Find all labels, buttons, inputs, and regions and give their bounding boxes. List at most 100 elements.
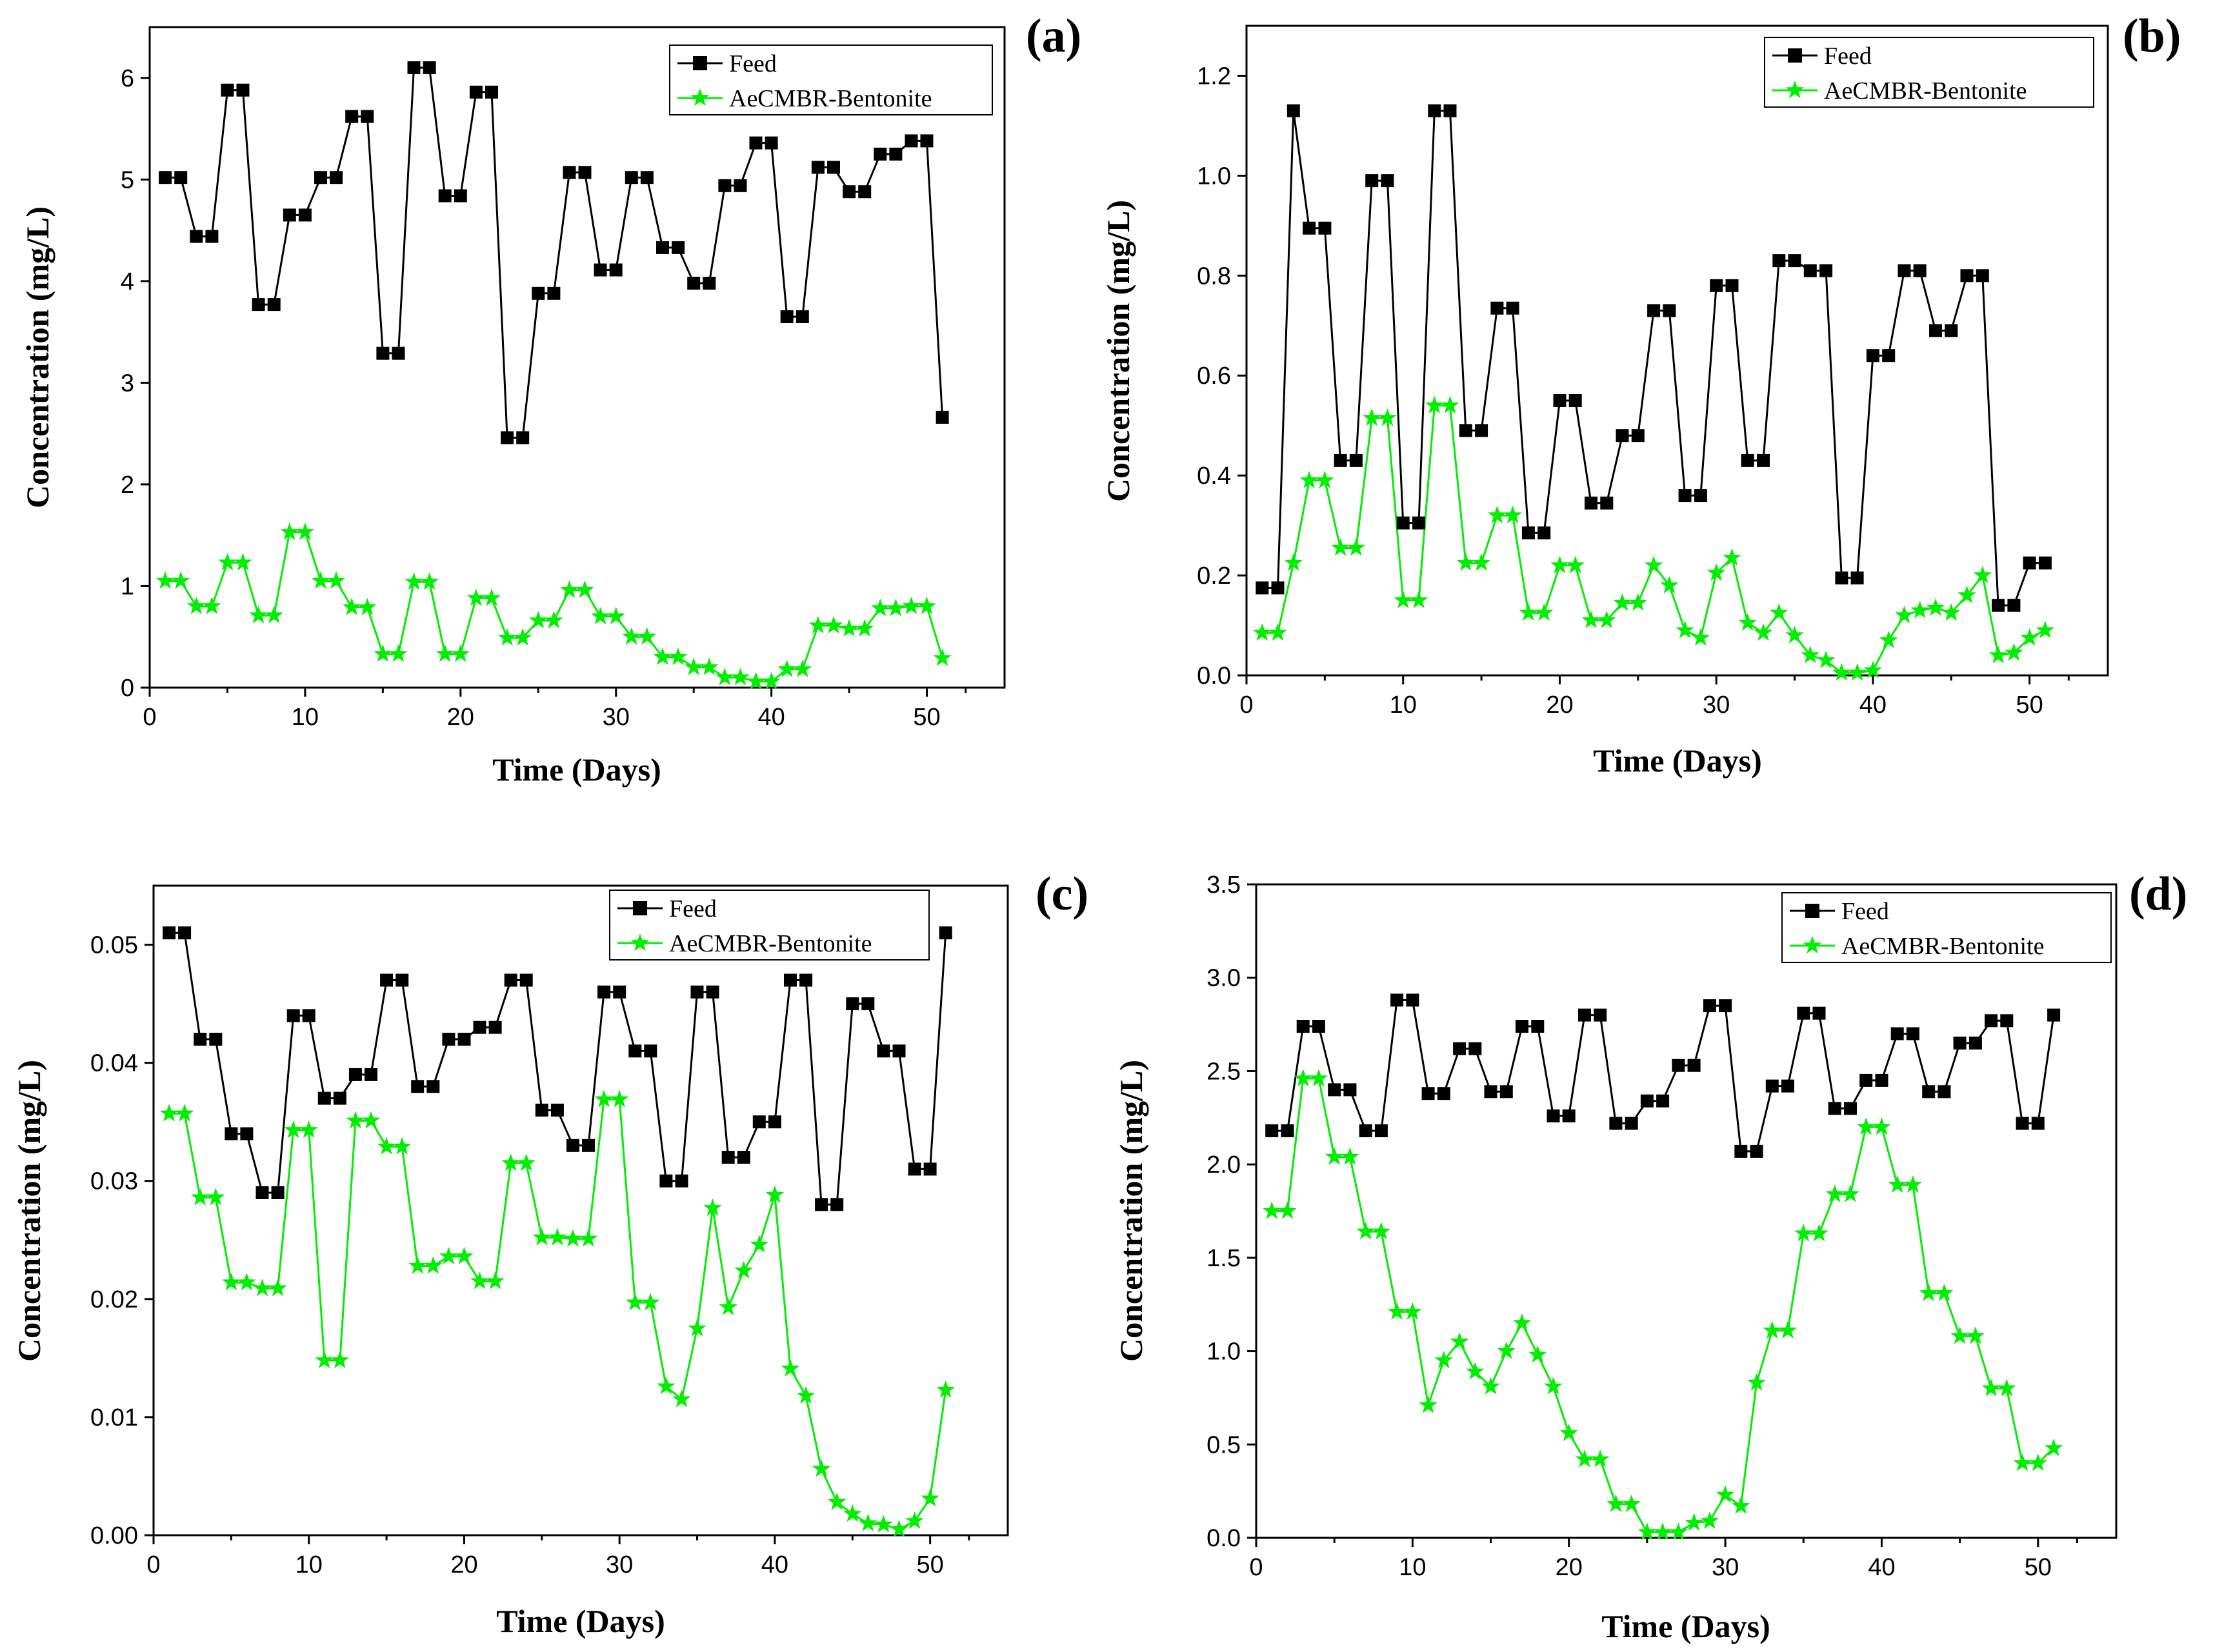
- x-tick-label: 30: [606, 1551, 633, 1578]
- x-tick-label: 20: [450, 1551, 477, 1578]
- treated-point: [203, 597, 221, 615]
- treated-point: [579, 1229, 598, 1247]
- treated-point: [1732, 1496, 1750, 1514]
- panel-d: 0 10 20 30 40 50 0.0 0.5 1.0 1.5 2.0 2.5 3.0 3.5 Feed…: [1113, 868, 2187, 1644]
- legend-feed-label: Feed: [1841, 898, 1889, 925]
- treated-point: [1309, 1069, 1328, 1087]
- feed-point: [594, 263, 607, 277]
- y-tick-label: 0.2: [1197, 562, 1231, 590]
- feed-point: [488, 1020, 502, 1034]
- feed-point: [1412, 516, 1425, 530]
- treated-point: [637, 627, 657, 645]
- y-tick-label: 3: [121, 370, 134, 397]
- y-tick-label: 0.02: [90, 1286, 138, 1313]
- feed-point: [361, 110, 374, 123]
- feed-point: [286, 1009, 300, 1022]
- feed-point: [194, 1033, 207, 1046]
- treated-point: [1738, 613, 1757, 631]
- treated-point: [1950, 1326, 1969, 1344]
- treated-point: [405, 572, 423, 590]
- feed-point: [411, 1080, 425, 1093]
- feed-point: [1453, 1042, 1467, 1055]
- treated-point: [668, 647, 688, 665]
- feed-point: [205, 230, 219, 243]
- feed-point: [939, 926, 952, 940]
- plot-frame: [152, 884, 1009, 1537]
- feed-point: [1521, 526, 1535, 540]
- treated-point: [793, 659, 812, 677]
- feed-point: [675, 1174, 688, 1188]
- treated-point: [1700, 1511, 1719, 1529]
- treated-point: [1676, 621, 1694, 639]
- treated-point: [734, 1260, 753, 1279]
- feed-point: [644, 1044, 657, 1058]
- feed-point: [473, 1020, 486, 1034]
- feed-point: [1631, 429, 1645, 443]
- treated-point: [731, 668, 750, 686]
- feed-point: [519, 973, 533, 987]
- feed-point: [1334, 453, 1347, 467]
- y-tick-label: 6: [121, 65, 134, 92]
- legend-treated-label: AeCMBR-Bentonite: [729, 85, 932, 112]
- feed-point: [1772, 254, 1786, 268]
- feed-point: [2016, 1117, 2029, 1130]
- treated-point: [420, 572, 439, 590]
- feed-point: [380, 973, 394, 987]
- feed-point: [1421, 1087, 1435, 1100]
- treated-point: [921, 1489, 939, 1507]
- feed-point: [1365, 174, 1379, 188]
- treated-point: [155, 571, 175, 589]
- treated-point: [1299, 470, 1319, 488]
- treated-point: [1832, 663, 1851, 681]
- feed-point: [923, 1162, 937, 1176]
- treated-point: [455, 1246, 474, 1264]
- x-tick-label: 10: [1390, 692, 1417, 719]
- feed-point: [1516, 1020, 1528, 1033]
- feed-point: [1719, 999, 1732, 1013]
- feed-point: [1562, 1109, 1576, 1122]
- x-tick-label: 30: [1712, 1554, 1739, 1581]
- treated-point: [1935, 1283, 1954, 1301]
- treated-point: [1785, 626, 1804, 644]
- feed-point: [550, 1103, 564, 1117]
- x-tick-label: 20: [447, 704, 474, 731]
- treated-point: [2020, 628, 2039, 646]
- feed-point: [1343, 1083, 1357, 1097]
- feed-point: [640, 171, 654, 184]
- feed-point: [1663, 304, 1676, 317]
- feed-point: [597, 985, 611, 999]
- feed-point: [799, 973, 813, 987]
- treated-point: [1763, 1320, 1782, 1339]
- x-tick-label: 0: [1249, 1554, 1263, 1581]
- treated-point: [1966, 1326, 1985, 1344]
- feed-point: [721, 1151, 735, 1164]
- treated-point: [389, 644, 408, 662]
- feed-point: [905, 134, 918, 148]
- treated-point: [482, 588, 501, 606]
- x-tick-label: 0: [146, 1551, 160, 1578]
- legend-treated-marker: [1803, 936, 1822, 954]
- feed-point: [2047, 1008, 2061, 1022]
- treated-point: [497, 628, 517, 646]
- feed-point: [221, 83, 234, 97]
- feed-point: [1890, 1027, 1904, 1040]
- feed-point: [687, 277, 701, 290]
- feed-point: [1734, 1144, 1748, 1158]
- treated-point: [222, 1273, 241, 1291]
- x-axis-title: Time (Days): [496, 1603, 665, 1639]
- treated-point: [824, 615, 843, 633]
- feed-point: [1475, 424, 1488, 437]
- treated-point: [871, 599, 890, 617]
- feed-point: [1318, 221, 1332, 235]
- treated-point: [1691, 628, 1710, 646]
- legend-box: [609, 890, 930, 960]
- x-tick-label: 20: [1546, 692, 1573, 719]
- treated-point: [1653, 1522, 1672, 1540]
- treated-point: [1550, 555, 1569, 573]
- treated-point: [1387, 1302, 1407, 1320]
- treated-point: [1472, 553, 1491, 571]
- treated-point: [295, 522, 315, 541]
- y-tick-label: 0.6: [1197, 363, 1231, 390]
- feed-point: [392, 346, 405, 360]
